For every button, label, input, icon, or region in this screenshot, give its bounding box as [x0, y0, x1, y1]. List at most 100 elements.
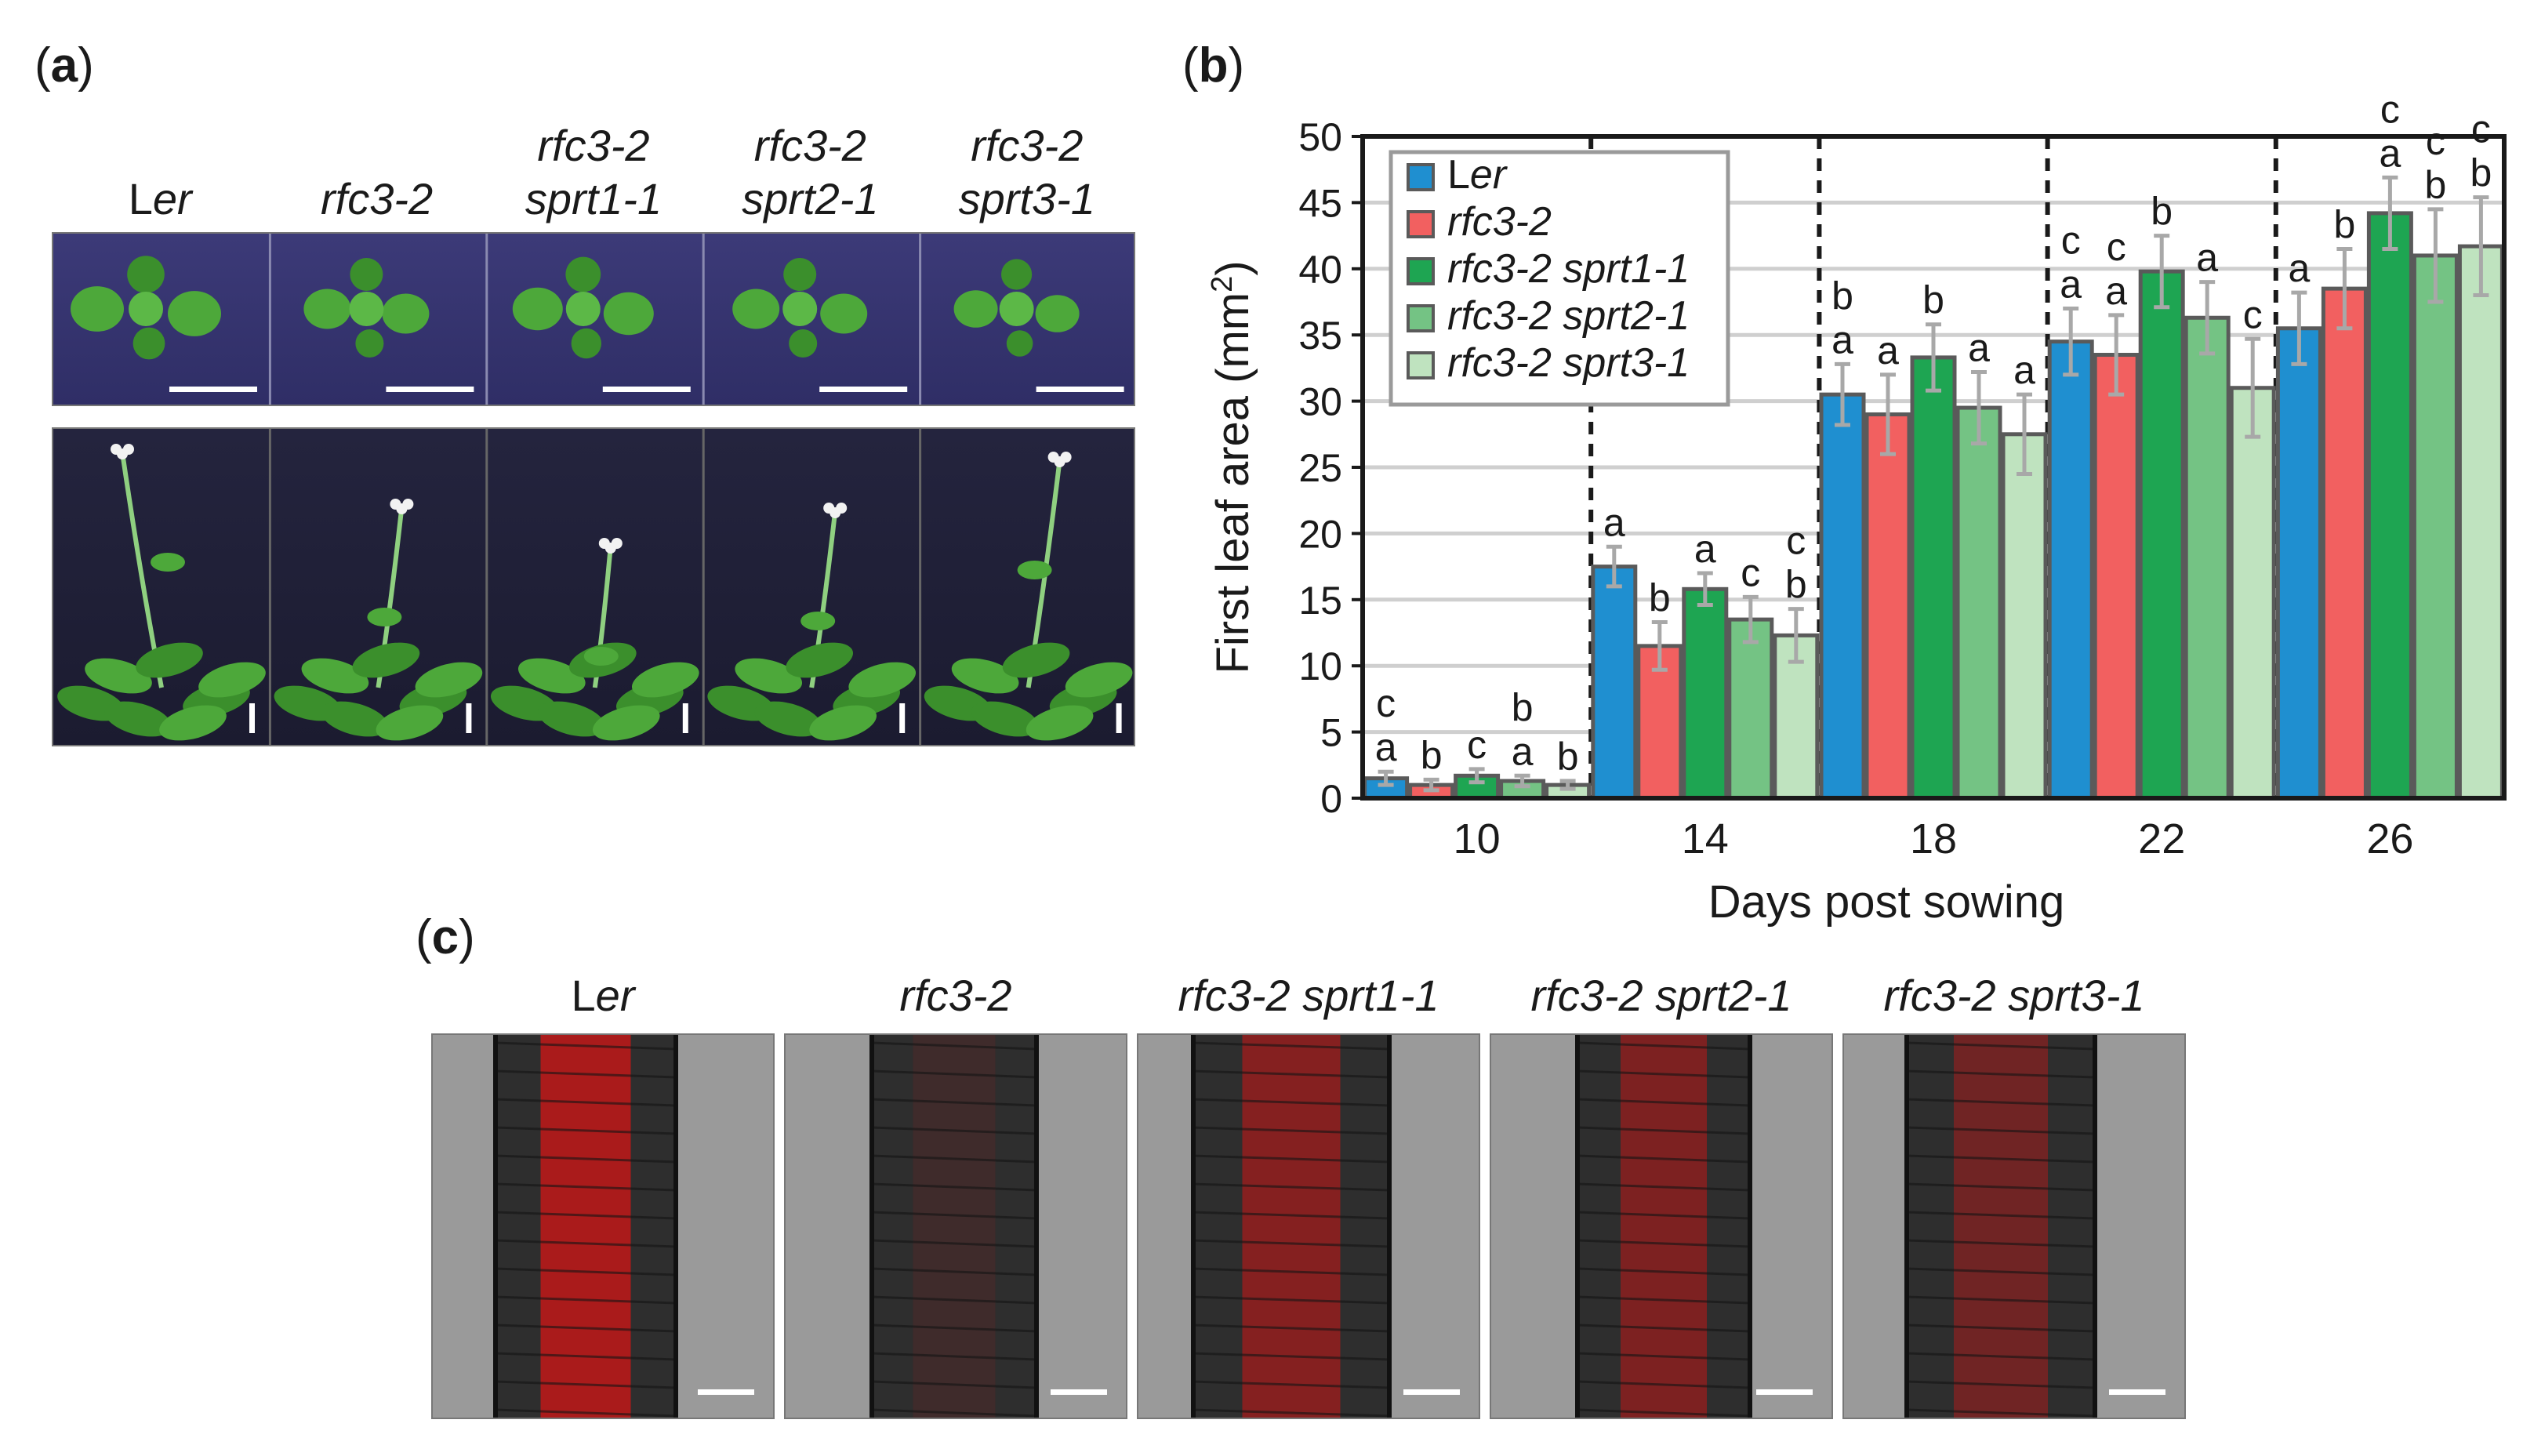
rosette-plant-1: [71, 256, 221, 360]
bar-rfc3-2-day22: [2093, 353, 2140, 801]
significance-letter: c: [2471, 107, 2491, 151]
x-tick-label: 10: [1454, 815, 1501, 862]
plot-frame: [1360, 134, 2507, 801]
bar-rfc3-2-sprt3-1-day26: [2457, 244, 2504, 801]
scale-bar: [698, 1389, 754, 1395]
significance-letter: c: [1786, 519, 1806, 563]
significance-letter: b: [2333, 202, 2355, 246]
significance-letter: c: [2380, 87, 2400, 131]
significance-letter: a: [2196, 236, 2218, 280]
legend-entry: rfc3-2 sprt3-1: [1447, 340, 1690, 386]
rosette-plant-3: [512, 256, 654, 359]
significance-letter: b: [1649, 576, 1671, 619]
bolting-plant-3: [490, 538, 699, 741]
significance-letter: b: [1557, 735, 1579, 779]
bolting-plant-4: [707, 503, 917, 741]
y-tick-label: 45: [1298, 181, 1342, 225]
bar-rfc3-2-sprt1-1-day14: [1682, 586, 1729, 801]
genotype-label-a-3: rfc3-2 sprt1-1: [485, 119, 702, 226]
scale-bar: [1036, 387, 1124, 392]
scale-bar: [169, 387, 257, 392]
y-tick-label: 50: [1298, 115, 1342, 159]
significance-letter: b: [1831, 274, 1853, 318]
bar-rfc3-2-sprt2-1-day14: [1727, 617, 1774, 801]
genotype-label-a-2: rfc3-2: [268, 119, 485, 226]
x-tick-label: 18: [1910, 815, 1957, 862]
significance-letter: c: [1376, 681, 1396, 725]
significance-letter: a: [1375, 725, 1397, 769]
x-axis-label: Days post sowing: [1708, 877, 2065, 928]
significance-letter: b: [1421, 733, 1443, 777]
bar-rfc3-2-sprt3-1-day18: [2001, 432, 2048, 801]
significance-letter: a: [2060, 262, 2082, 306]
significance-letter: c: [1467, 723, 1487, 767]
significance-letter: a: [1694, 527, 1716, 571]
significance-letter: b: [1512, 685, 1534, 729]
genotype-line2: sprt2-1: [742, 174, 879, 223]
scale-bar: [819, 387, 908, 392]
genotype-line1: rfc3-2: [753, 121, 866, 170]
y-tick-label: 30: [1298, 380, 1342, 424]
legend-entry: rfc3-2 sprt1-1: [1447, 246, 1690, 292]
genotype-line2: sprt1-1: [525, 174, 663, 223]
significance-letter: a: [1831, 318, 1853, 361]
significance-letter: c: [1741, 550, 1760, 594]
bar-rfc3-2-sprt2-1-day22: [2184, 315, 2231, 801]
rosette-plant-2: [303, 258, 430, 358]
panel-b-label: (b): [1182, 38, 1245, 93]
genotype-label-c-4: rfc3-2 sprt2-1: [1530, 971, 1792, 1020]
scale-bar: [1403, 1389, 1460, 1395]
genotype-label-c-1: Ler: [571, 971, 635, 1020]
significance-letter: c: [2426, 119, 2445, 163]
legend-swatch: [1407, 257, 1435, 285]
bar-Ler-day26: [2275, 326, 2322, 801]
legend-swatch: [1407, 210, 1435, 238]
legend-swatch: [1407, 163, 1435, 191]
x-tick-label: 26: [2366, 815, 2413, 862]
bar-rfc3-2-day26: [2321, 286, 2368, 801]
micrograph-3: [1137, 1033, 1480, 1419]
bar-Ler-day18: [1819, 392, 1866, 801]
x-tick-label: 14: [1682, 815, 1729, 862]
significance-letter: b: [2470, 151, 2492, 195]
genotype-label-a-1: Ler: [52, 119, 268, 226]
significance-letter: a: [1512, 729, 1534, 773]
panel-c-label: (c): [416, 910, 475, 964]
scale-bar: [386, 387, 474, 392]
scale-bar: [682, 703, 688, 733]
y-tick-label: 40: [1298, 248, 1342, 292]
y-tick-label: 10: [1298, 644, 1342, 688]
significance-letter: c: [2107, 225, 2126, 269]
bolting-photo-row: [52, 427, 1135, 746]
significance-letter: a: [2288, 246, 2310, 290]
x-tick-label: 22: [2138, 815, 2185, 862]
bar-rfc3-2-sprt1-1-day26: [2366, 211, 2413, 801]
bar-Ler-day14: [1591, 565, 1638, 801]
genotype-line1: rfc3-2: [971, 121, 1084, 170]
significance-letter: b: [1785, 563, 1807, 607]
rosette-photos-svg: [71, 234, 1124, 405]
genotype-line2: rfc3-2: [321, 174, 434, 223]
legend-swatch: [1407, 304, 1435, 332]
significance-letter: c: [2061, 218, 2081, 262]
significance-letter: a: [2013, 348, 2035, 392]
panel-c-letter: c: [431, 910, 459, 964]
significance-letter: b: [2151, 190, 2173, 234]
micrograph-2: [784, 1033, 1127, 1419]
micrograph-5: [1842, 1033, 2186, 1419]
legend-entry: rfc3-2: [1447, 199, 1552, 245]
bolting-photos-svg: [57, 429, 1133, 745]
bar-Ler-day22: [2047, 339, 2094, 801]
significance-letter: a: [1603, 500, 1625, 544]
genotype-label-c-2: rfc3-2: [899, 971, 1012, 1020]
scale-bar: [2109, 1389, 2165, 1395]
scale-bar: [1051, 1389, 1107, 1395]
genotype-label-a-5: rfc3-2 sprt3-1: [919, 119, 1135, 226]
bar-rfc3-2-day18: [1864, 412, 1911, 801]
y-tick-label: 20: [1298, 512, 1342, 556]
scale-bar: [1116, 703, 1122, 733]
y-tick-label: 35: [1298, 314, 1342, 358]
scale-bar: [466, 703, 472, 733]
genotype-line2: sprt3-1: [958, 174, 1095, 223]
